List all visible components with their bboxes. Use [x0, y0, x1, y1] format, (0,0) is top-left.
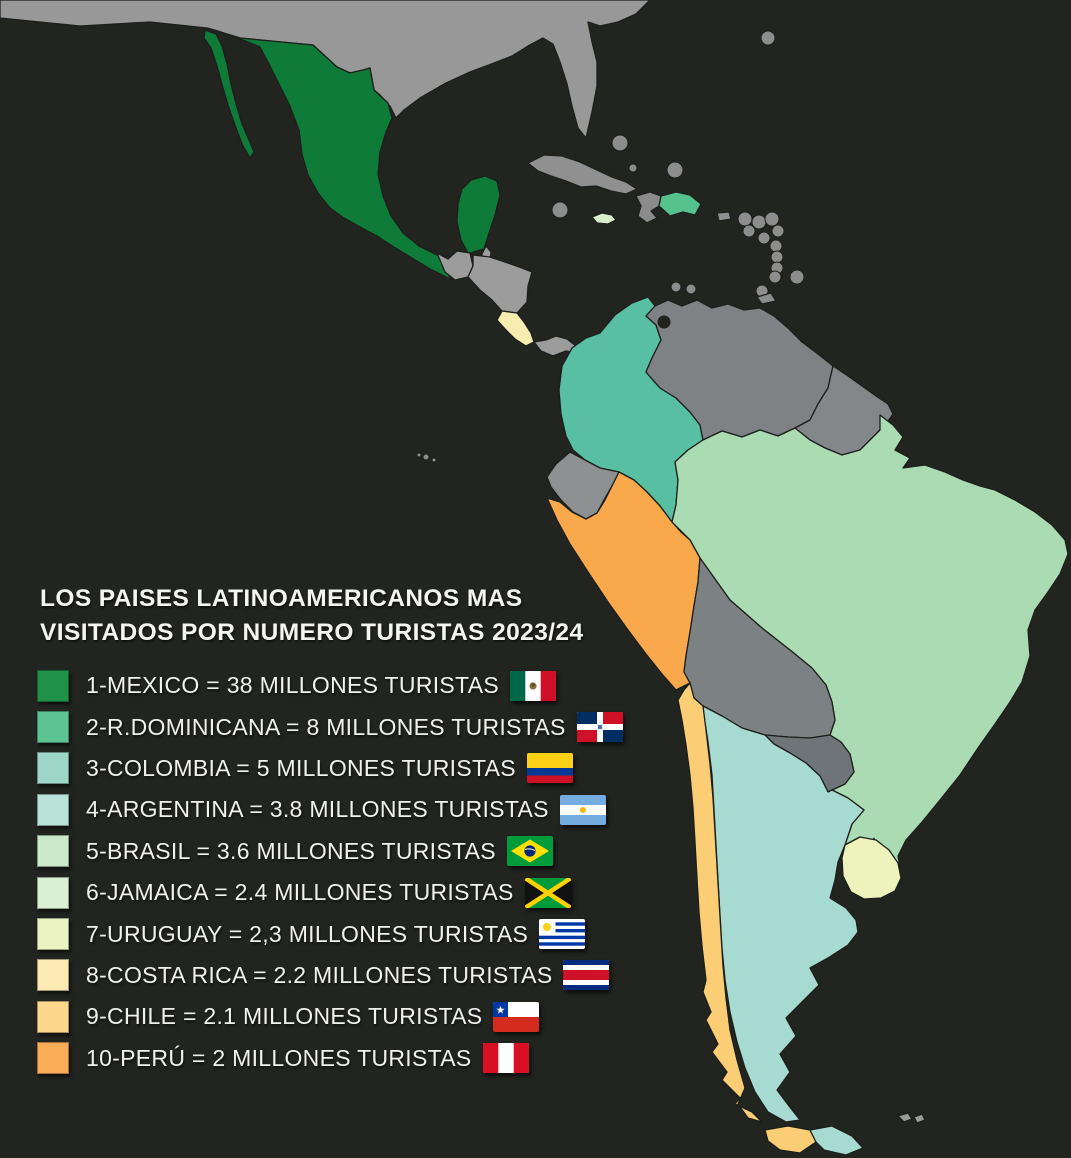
legend-item-mexico: 1-MEXICO = 38 MILLONES TURISTAS — [37, 665, 623, 706]
map-country-chile — [677, 682, 763, 1123]
legend-swatch-jamaica — [37, 876, 69, 909]
argentina-flag-icon — [559, 794, 606, 825]
legend-swatch-peru — [37, 1042, 69, 1075]
legend-swatch-uruguay — [37, 918, 69, 951]
legend-label-colombia: 3-COLOMBIA = 5 MILLONES TURISTAS — [86, 754, 516, 781]
peru-flag-icon — [482, 1043, 529, 1074]
legend-item-dominicana: 2-R.DOMINICANA = 8 MILLONES TURISTAS — [37, 706, 623, 747]
dominicana-flag-icon — [576, 712, 623, 743]
legend-label-argentina: 4-ARGENTINA = 3.8 MILLONES TURISTAS — [86, 796, 549, 823]
map-country-costa-rica — [496, 310, 535, 347]
legend-item-colombia: 3-COLOMBIA = 5 MILLONES TURISTAS — [37, 748, 623, 789]
legend-swatch-costarica — [37, 959, 69, 992]
map-country-cuba — [527, 154, 638, 195]
legend-swatch-argentina — [37, 793, 69, 826]
map-country-trinidad — [756, 292, 777, 305]
legend-label-dominicana: 2-R.DOMINICANA = 8 MILLONES TURISTAS — [86, 713, 566, 740]
map-country-uruguay — [841, 836, 902, 900]
legend-label-uruguay: 7-URUGUAY = 2,3 MILLONES TURISTAS — [86, 920, 529, 947]
uruguay-flag-icon — [539, 919, 586, 950]
legend-item-jamaica: 6-JAMAICA = 2.4 MILLONES TURISTAS — [37, 872, 623, 913]
legend-swatch-chile — [37, 1000, 69, 1033]
map-region-baja-california — [203, 29, 255, 159]
map-country-mexico — [206, 27, 501, 281]
legend-label-chile: 9-CHILE = 2.1 MILLONES TURISTAS — [86, 1003, 483, 1030]
legend-item-uruguay: 7-URUGUAY = 2,3 MILLONES TURISTAS — [37, 913, 623, 954]
colombia-flag-icon — [526, 753, 573, 784]
galapagos-islands — [416, 452, 437, 463]
legend-label-mexico: 1-MEXICO = 38 MILLONES TURISTAS — [86, 672, 499, 699]
caribbean-island-dots — [551, 30, 805, 298]
map-region-tierra-del-fuego-chile — [764, 1125, 817, 1154]
map-country-haiti — [635, 191, 662, 224]
legend-label-brasil: 5-BRASIL = 3.6 MILLONES TURISTAS — [86, 837, 496, 864]
legend-item-brasil: 5-BRASIL = 3.6 MILLONES TURISTAS — [37, 831, 623, 872]
chile-flag-icon — [493, 1001, 540, 1032]
legend-swatch-dominicana — [37, 711, 69, 744]
legend-item-costarica: 8-COSTA RICA = 2.2 MILLONES TURISTAS — [37, 955, 623, 996]
legend: 1-MEXICO = 38 MILLONES TURISTAS 2-R.DOMI… — [37, 665, 623, 1079]
legend-swatch-colombia — [37, 752, 69, 785]
legend-item-argentina: 4-ARGENTINA = 3.8 MILLONES TURISTAS — [37, 789, 623, 830]
map-region-honduras-nicaragua — [467, 254, 533, 314]
legend-label-costarica: 8-COSTA RICA = 2.2 MILLONES TURISTAS — [86, 961, 553, 988]
infographic-title: LOS PAISES LATINOAMERICANOS MAS VISITADO… — [40, 582, 583, 649]
legend-item-peru: 10-PERÚ = 2 MILLONES TURISTAS — [37, 1038, 623, 1079]
mexico-flag-icon — [509, 670, 556, 701]
map-region-tierra-del-fuego-argentina — [809, 1125, 864, 1156]
jamaica-flag-icon — [524, 877, 571, 908]
lake-maracaibo — [657, 315, 671, 329]
map-country-puerto-rico — [716, 211, 732, 222]
legend-swatch-mexico — [37, 669, 69, 702]
map-country-dominican-republic — [658, 191, 702, 217]
falkland-islands — [897, 1112, 926, 1124]
map-country-jamaica — [591, 212, 617, 225]
legend-swatch-brasil — [37, 835, 69, 868]
costarica-flag-icon — [563, 960, 610, 991]
brasil-flag-icon — [506, 836, 553, 867]
title-line-1: LOS PAISES LATINOAMERICANOS MAS — [40, 585, 523, 612]
title-line-2: VISITADOS POR NUMERO TURISTAS 2023/24 — [40, 618, 584, 646]
legend-item-chile: 9-CHILE = 2.1 MILLONES TURISTAS — [37, 996, 623, 1037]
legend-label-jamaica: 6-JAMAICA = 2.4 MILLONES TURISTAS — [86, 879, 514, 906]
legend-label-peru: 10-PERÚ = 2 MILLONES TURISTAS — [86, 1044, 472, 1071]
